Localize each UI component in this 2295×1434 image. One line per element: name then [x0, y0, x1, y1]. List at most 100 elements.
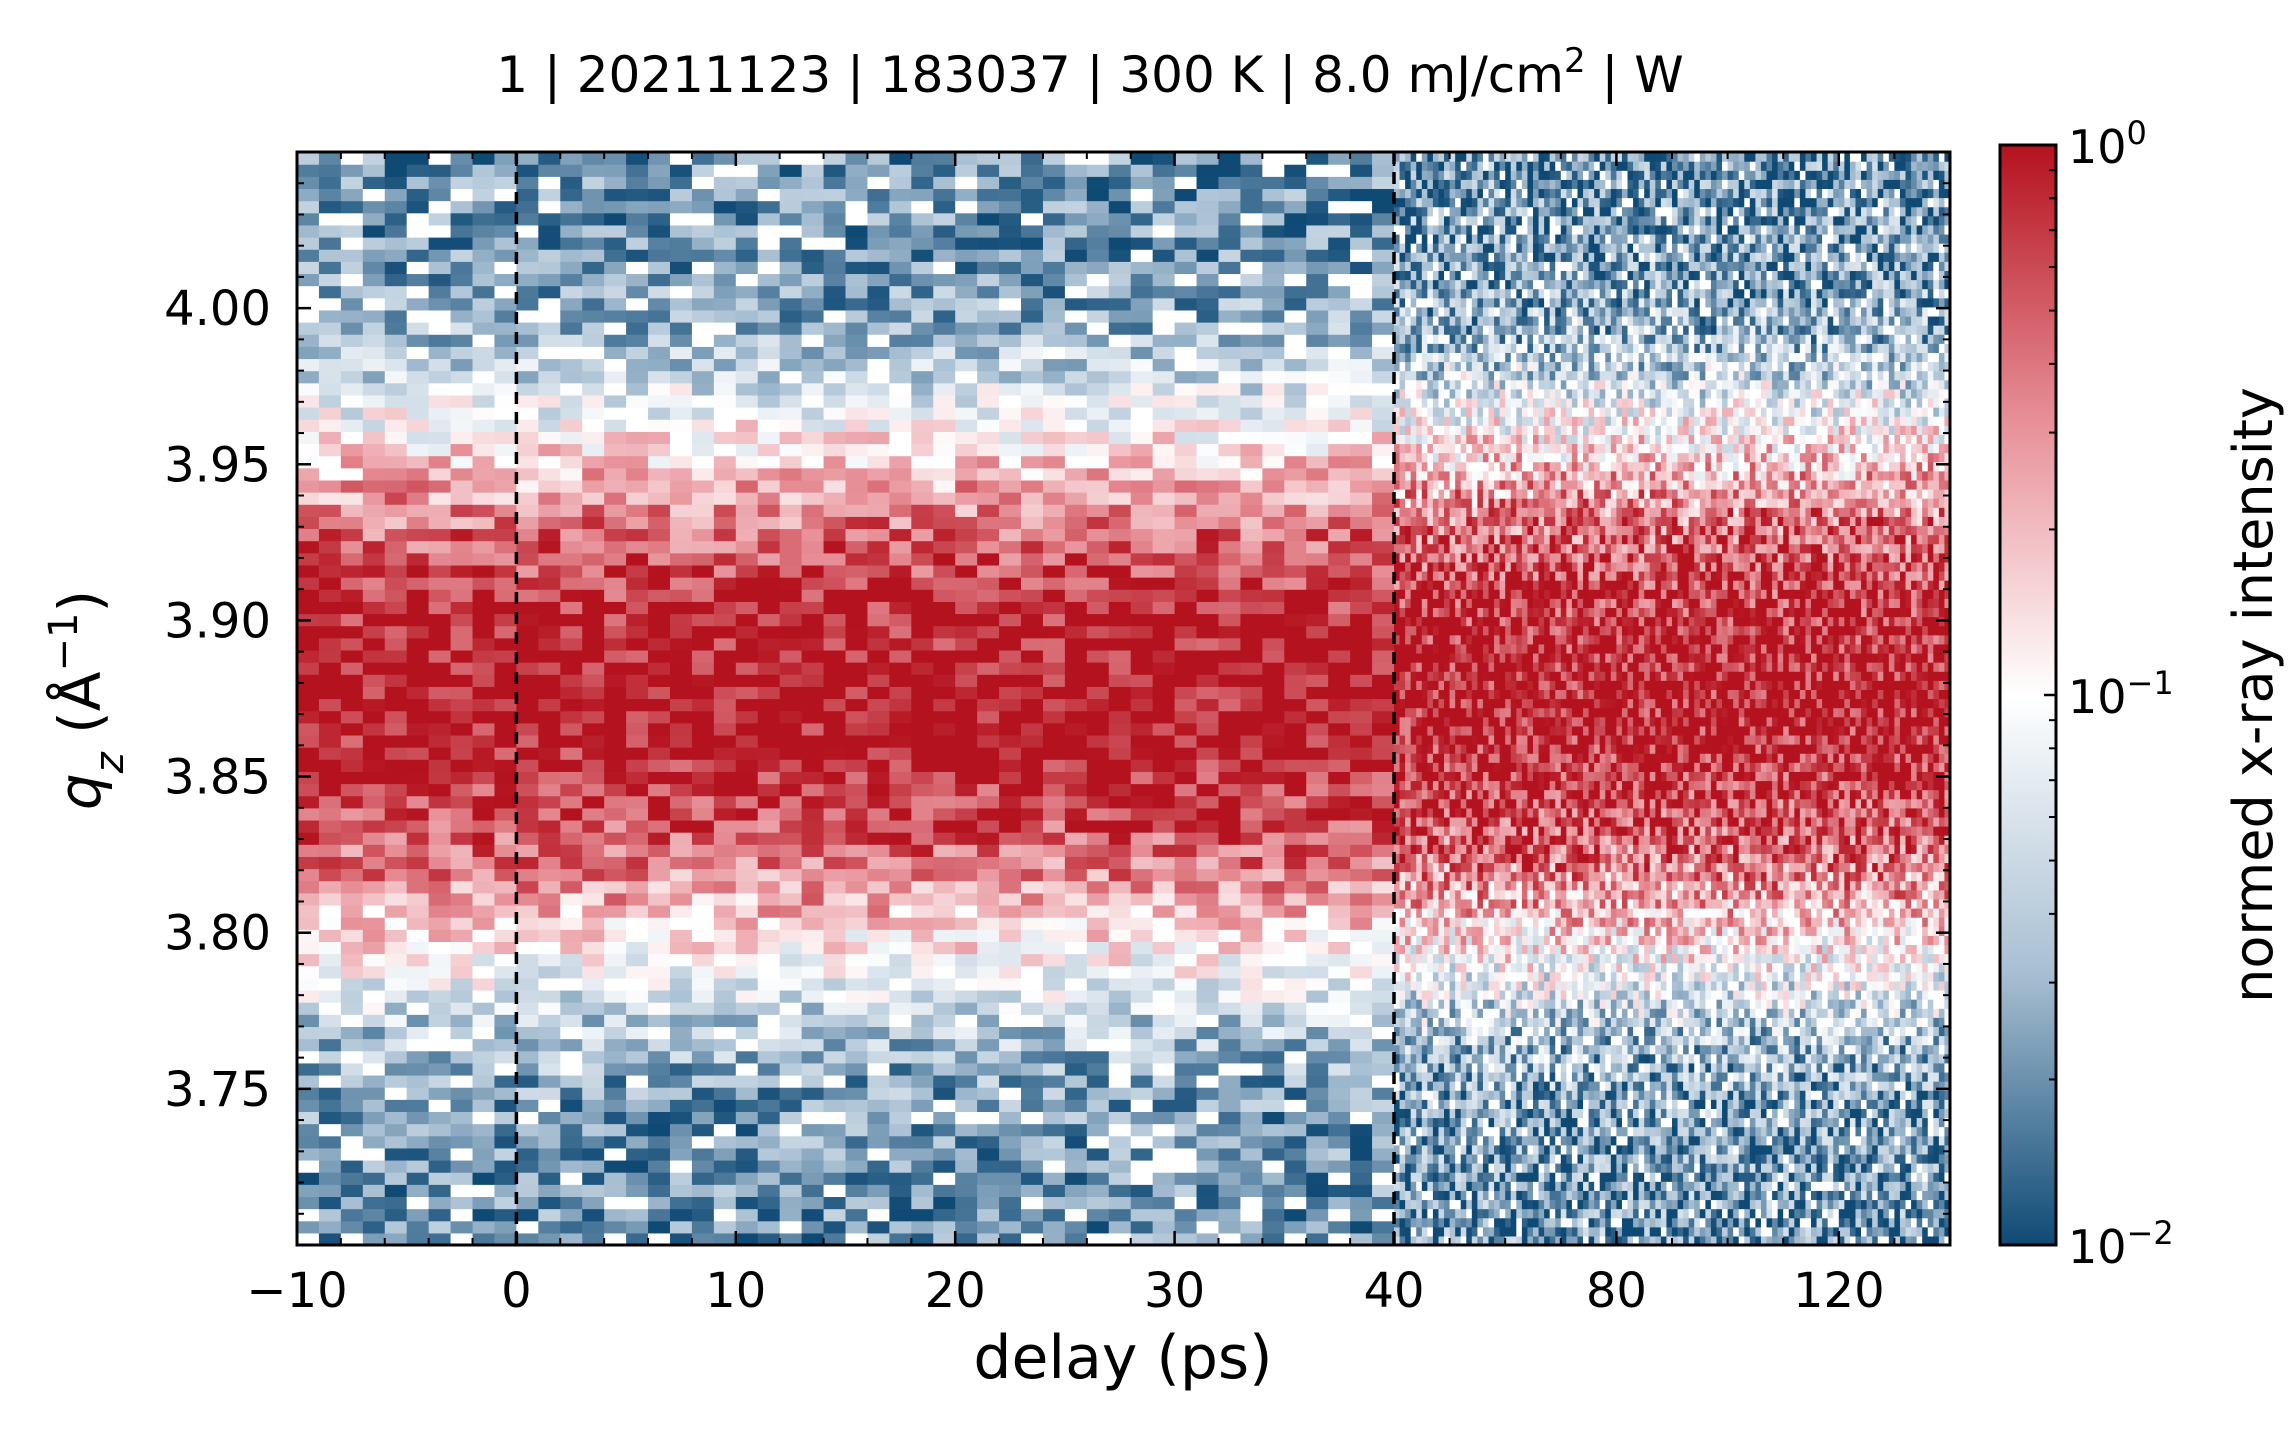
heatmap-cell	[428, 407, 452, 420]
heatmap-cell	[1130, 188, 1154, 202]
heatmap-cell	[911, 334, 934, 347]
heatmap-cell	[1196, 929, 1220, 942]
heatmap-cell	[1064, 783, 1088, 797]
heatmap-cell	[428, 1172, 452, 1185]
heatmap-cell	[1399, 334, 1406, 344]
heatmap-cell	[845, 771, 869, 785]
heatmap-cell	[1130, 649, 1154, 663]
heatmap-cell	[1021, 237, 1044, 250]
heatmap-cell	[713, 188, 737, 202]
heatmap-cell	[582, 346, 605, 360]
heatmap-cell	[669, 637, 693, 651]
heatmap-cell	[933, 1184, 956, 1198]
heatmap-cell	[1152, 1050, 1176, 1064]
heatmap-cell	[538, 1026, 561, 1040]
heatmap-cell	[1350, 1050, 1373, 1064]
heatmap-cell	[1021, 1062, 1044, 1076]
heatmap-cell	[757, 1026, 781, 1040]
heatmap-cell	[1130, 601, 1154, 615]
heatmap-cell	[691, 1172, 715, 1185]
heatmap-cell	[406, 176, 430, 190]
heatmap-cell	[582, 625, 605, 639]
heatmap-cell	[1399, 762, 1406, 772]
heatmap-cell	[648, 649, 671, 663]
heatmap-cell	[955, 589, 978, 602]
heatmap-cell	[516, 589, 539, 602]
heatmap-cell	[999, 759, 1022, 772]
heatmap-cell	[1130, 1196, 1154, 1210]
heatmap-cell	[779, 564, 803, 578]
heatmap-cell	[1174, 1147, 1198, 1161]
heatmap-cell	[757, 1099, 781, 1113]
heatmap-cell	[450, 1196, 474, 1210]
heatmap-cell	[713, 249, 737, 262]
heatmap-cell	[757, 1172, 781, 1185]
heatmap-cell	[428, 941, 452, 955]
heatmap-cell	[648, 674, 671, 687]
heatmap-cell	[1399, 361, 1406, 372]
heatmap-cell	[999, 601, 1022, 615]
heatmap-cell	[318, 516, 342, 530]
heatmap-cell	[538, 577, 561, 590]
heatmap-cell	[1174, 394, 1198, 408]
heatmap-cell	[757, 431, 781, 445]
heatmap-cell	[1042, 467, 1066, 481]
heatmap-cell	[582, 224, 605, 238]
heatmap-cell	[1306, 589, 1329, 602]
heatmap-cell	[582, 1038, 605, 1052]
heatmap-cell	[1064, 1050, 1088, 1064]
heatmap-cell	[1130, 989, 1154, 1003]
heatmap-cell	[955, 1232, 978, 1245]
heatmap-cell	[779, 1099, 803, 1113]
heatmap-cell	[757, 747, 781, 760]
heatmap-cell	[757, 249, 781, 262]
heatmap-cell	[428, 382, 452, 396]
heatmap-cell	[713, 637, 737, 651]
heatmap-cell	[867, 297, 890, 311]
heatmap-cell	[582, 1026, 605, 1040]
heatmap-cell	[889, 747, 912, 760]
heatmap-cell	[889, 540, 912, 554]
heatmap-cell	[757, 382, 781, 396]
heatmap-cell	[494, 941, 517, 955]
heatmap-cell	[318, 856, 342, 870]
heatmap-cell	[384, 1135, 408, 1149]
heatmap-cell	[1410, 1235, 1417, 1245]
heatmap-cell	[560, 467, 583, 481]
heatmap-cell	[494, 989, 517, 1003]
heatmap-cell	[406, 188, 430, 202]
heatmap-cell	[977, 674, 1000, 687]
heatmap-cell	[779, 662, 803, 675]
heatmap-cell	[669, 686, 693, 700]
heatmap-cell	[1328, 528, 1351, 542]
heatmap-cell	[1262, 917, 1285, 930]
heatmap-cell	[1108, 953, 1132, 967]
heatmap-cell	[977, 322, 1000, 335]
heatmap-cell	[538, 953, 561, 967]
heatmap-cell	[1021, 856, 1044, 870]
heatmap-cell	[889, 844, 912, 857]
heatmap-cell	[1218, 516, 1242, 530]
heatmap-cell	[713, 467, 737, 481]
heatmap-cell	[1152, 904, 1176, 918]
heatmap-cell	[889, 419, 912, 432]
heatmap-cell	[450, 1038, 474, 1052]
heatmap-cell	[340, 322, 364, 335]
heatmap-cell	[428, 1196, 452, 1210]
heatmap-cell	[977, 759, 1000, 772]
heatmap-cell	[1262, 577, 1285, 590]
heatmap-cell	[1218, 637, 1242, 651]
heatmap-cell	[1328, 1184, 1351, 1198]
heatmap-cell	[1399, 652, 1406, 663]
heatmap-cell	[1021, 382, 1044, 396]
heatmap-cell	[977, 1087, 1000, 1100]
heatmap-cell	[604, 989, 627, 1003]
heatmap-cell	[955, 346, 978, 360]
heatmap-cell	[494, 1135, 517, 1149]
heatmap-cell	[560, 237, 583, 250]
heatmap-cell	[1218, 819, 1242, 833]
heatmap-cell	[450, 188, 474, 202]
heatmap-cell	[999, 771, 1022, 785]
heatmap-cell	[1399, 643, 1406, 654]
heatmap-cell	[999, 540, 1022, 554]
